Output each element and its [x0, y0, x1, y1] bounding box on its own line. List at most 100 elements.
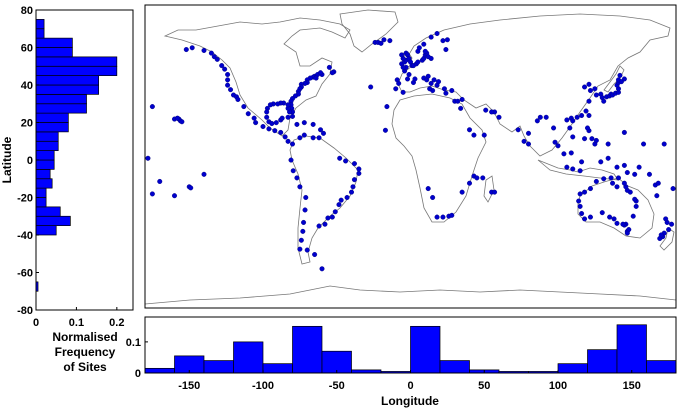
latitude-bar [35, 187, 47, 198]
site-marker [458, 105, 464, 111]
longitude-x-tick-label: -50 [329, 380, 345, 392]
longitude-bars [144, 324, 677, 374]
site-marker [633, 203, 639, 209]
site-marker [615, 175, 621, 181]
latitude-y-ticks: 80 60 40 20 0 -20 -40 -60 -80 [17, 5, 39, 317]
site-marker [396, 80, 402, 86]
site-marker [273, 120, 279, 126]
site-marker [171, 193, 177, 199]
site-marker [381, 37, 387, 43]
site-marker [617, 72, 623, 78]
site-marker [329, 70, 335, 76]
site-marker [605, 155, 611, 161]
latitude-bar [35, 47, 73, 58]
site-marker [632, 196, 638, 202]
site-marker [570, 118, 576, 124]
north-america-coast [163, 17, 351, 137]
site-marker [301, 132, 307, 138]
site-marker [608, 175, 614, 181]
site-marker [415, 59, 421, 65]
site-marker [607, 214, 613, 220]
site-marker [356, 166, 362, 172]
site-marker [670, 186, 676, 192]
site-marker [225, 72, 231, 78]
latitude-x-tick-label: 0.2 [109, 317, 124, 329]
site-marker [655, 180, 661, 186]
site-marker [430, 194, 436, 200]
site-marker [310, 121, 316, 127]
site-marker [593, 178, 599, 184]
longitude-x-tick-label: 0 [407, 380, 413, 392]
site-marker [449, 88, 455, 94]
site-marker [422, 48, 428, 54]
site-marker [264, 109, 270, 115]
site-marker [582, 189, 588, 195]
latitude-bar [35, 206, 61, 217]
antarctica-coast [145, 285, 676, 305]
longitude-bar [233, 341, 264, 374]
longitude-bar [292, 325, 323, 374]
site-marker [300, 228, 306, 234]
site-marker [587, 214, 593, 220]
site-marker [459, 189, 465, 195]
site-marker [201, 47, 207, 53]
site-marker [320, 130, 326, 136]
site-marker [301, 219, 307, 225]
site-marker [188, 185, 194, 191]
site-marker [489, 109, 495, 115]
site-marker [574, 114, 580, 120]
site-marker [551, 125, 557, 131]
site-marker [526, 130, 532, 136]
site-marker [427, 86, 433, 92]
site-marker [157, 178, 163, 184]
site-marker [526, 141, 532, 147]
site-marker [582, 136, 588, 142]
site-marker [298, 237, 304, 243]
site-marker [278, 129, 284, 135]
site-marker [605, 141, 611, 147]
longitude-x-tick-label: -100 [252, 380, 274, 392]
site-marker [189, 45, 195, 51]
site-marker [632, 171, 638, 177]
site-marker [537, 114, 543, 120]
site-marker [611, 216, 617, 222]
latitude-bar [35, 131, 59, 142]
site-marker [322, 221, 328, 227]
site-marker [387, 38, 393, 44]
site-marker [235, 96, 241, 102]
longitude-bar [203, 360, 234, 374]
longitude-bar [439, 360, 470, 374]
site-marker [344, 194, 350, 200]
site-marker [570, 166, 576, 172]
site-marker [630, 213, 636, 219]
latitude-y-tick-label: 40 [21, 80, 33, 92]
latitude-bar [35, 56, 118, 67]
site-marker [568, 150, 574, 156]
latitude-bar [35, 159, 55, 170]
site-marker [267, 102, 273, 108]
site-marker [290, 141, 296, 147]
site-marker [201, 171, 207, 177]
site-marker [351, 161, 357, 167]
latitude-x-ticks: 0 0.1 0.2 [33, 307, 124, 329]
site-marker [579, 113, 585, 119]
site-marker [543, 114, 549, 120]
site-marker [412, 76, 418, 82]
site-marker [641, 141, 647, 147]
site-marker [329, 214, 335, 220]
site-marker [279, 115, 285, 121]
longitude-bar [144, 367, 175, 374]
frequency-label-line-3: of Sites [63, 360, 107, 374]
site-marker [431, 77, 437, 83]
longitude-bar [646, 360, 677, 374]
site-marker [663, 216, 669, 222]
latitude-y-tick-label: 60 [21, 43, 33, 55]
site-marker [290, 113, 296, 119]
site-marker [561, 151, 567, 157]
site-marker [285, 102, 291, 108]
site-marker [515, 127, 521, 133]
site-marker [621, 180, 627, 186]
longitude-bar [321, 350, 352, 374]
site-marker [624, 170, 630, 176]
latitude-bar [35, 225, 57, 236]
